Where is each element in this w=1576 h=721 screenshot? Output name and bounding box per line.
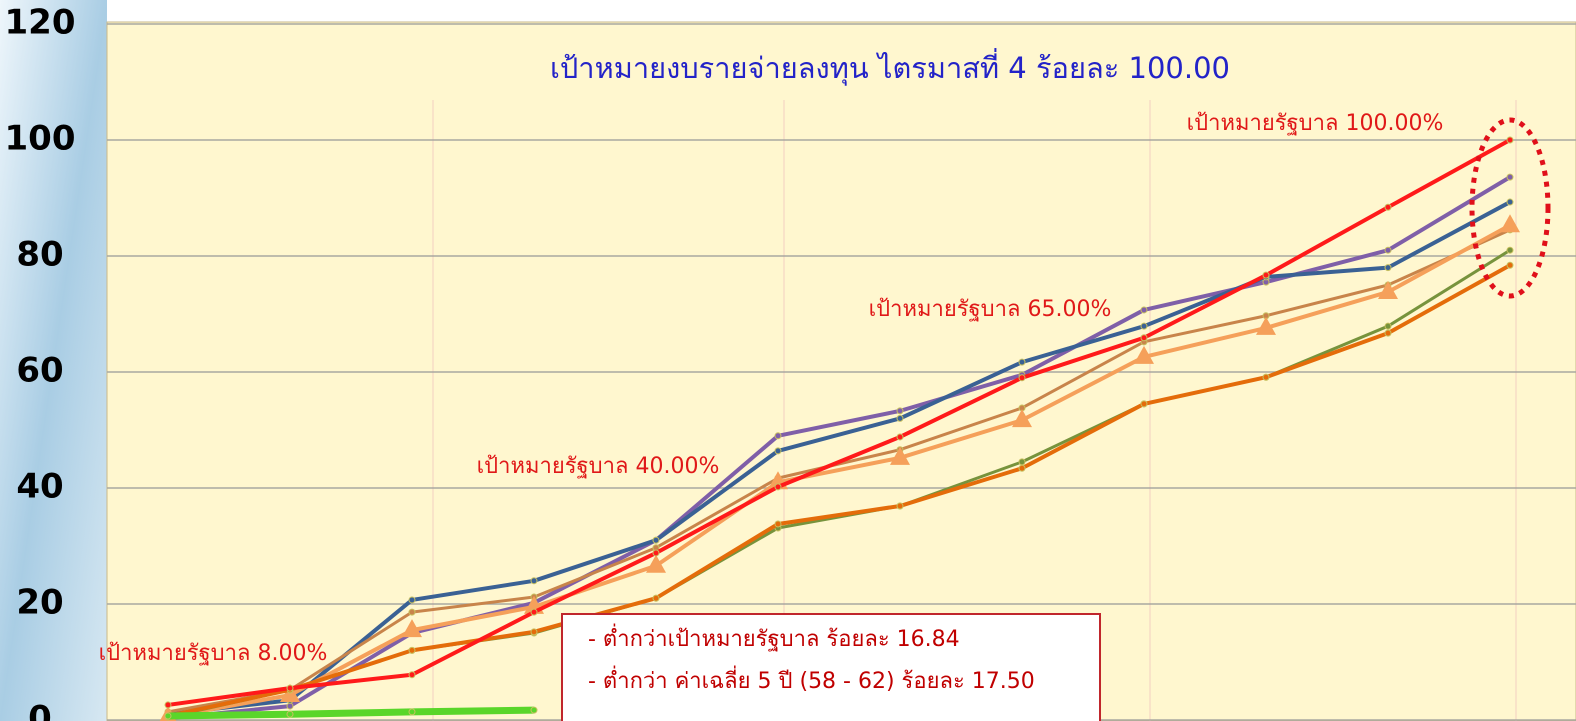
point-marker — [1141, 307, 1147, 313]
point-marker — [409, 597, 415, 603]
point-marker — [1019, 465, 1025, 471]
point-marker — [531, 609, 537, 615]
point-marker — [897, 415, 903, 421]
point-marker — [1141, 335, 1147, 341]
point-marker — [653, 550, 659, 556]
point-marker — [1263, 272, 1269, 278]
point-marker — [287, 711, 293, 717]
point-marker — [653, 537, 659, 543]
point-marker — [165, 713, 171, 719]
point-marker — [1507, 174, 1513, 180]
point-marker — [409, 709, 415, 715]
point-marker — [409, 647, 415, 653]
point-marker — [897, 408, 903, 414]
note-line: - ต่ำกว่า ค่าเฉลี่ย 5 ปี (58 - 62) ร้อยล… — [588, 665, 1035, 694]
point-marker — [1141, 323, 1147, 329]
point-marker — [1507, 247, 1513, 253]
annotation: เป้าหมายรัฐบาล 40.00% — [477, 454, 720, 479]
annotation: เป้าหมายรัฐบาล 8.00% — [99, 641, 328, 666]
point-marker — [1385, 265, 1391, 271]
point-marker — [1385, 330, 1391, 336]
point-marker — [1019, 459, 1025, 465]
chart: เป้าหมายงบรายจ่ายลงทุน ไตรมาสที่ 4 ร้อยล… — [0, 0, 1576, 721]
y-tick-label: 120 — [5, 3, 76, 43]
point-marker — [1385, 247, 1391, 253]
point-marker — [775, 448, 781, 454]
point-marker — [165, 702, 171, 708]
y-tick-label: 60 — [16, 351, 63, 391]
point-marker — [1385, 323, 1391, 329]
point-marker — [775, 433, 781, 439]
point-marker — [775, 484, 781, 490]
point-marker — [409, 609, 415, 615]
y-tick-label: 0 — [28, 699, 52, 721]
note-line: - ต่ำกว่าเป้าหมายรัฐบาล ร้อยละ 16.84 — [588, 623, 960, 652]
y-tick-label: 20 — [16, 583, 63, 623]
point-marker — [897, 434, 903, 440]
y-tick-label: 100 — [5, 119, 76, 159]
point-marker — [287, 685, 293, 691]
point-marker — [653, 595, 659, 601]
point-marker — [1263, 374, 1269, 380]
point-marker — [1385, 204, 1391, 210]
point-marker — [1019, 375, 1025, 381]
point-marker — [897, 503, 903, 509]
page: เป้าหมายงบรายจ่ายลงทุน ไตรมาสที่ 4 ร้อยล… — [0, 0, 1576, 721]
point-marker — [1507, 137, 1513, 143]
point-marker — [1141, 401, 1147, 407]
point-marker — [409, 672, 415, 678]
point-marker — [1019, 359, 1025, 365]
point-marker — [1507, 262, 1513, 268]
chart-title: เป้าหมายงบรายจ่ายลงทุน ไตรมาสที่ 4 ร้อยล… — [550, 48, 1230, 86]
y-tick-label: 80 — [16, 235, 63, 275]
y-tick-label: 40 — [16, 467, 63, 507]
point-marker — [531, 578, 537, 584]
point-marker — [531, 629, 537, 635]
point-marker — [775, 521, 781, 527]
point-marker — [1507, 199, 1513, 205]
annotation: เป้าหมายรัฐบาล 65.00% — [869, 297, 1112, 322]
point-marker — [287, 703, 293, 709]
point-marker — [531, 707, 537, 713]
annotation: เป้าหมายรัฐบาล 100.00% — [1187, 111, 1444, 136]
